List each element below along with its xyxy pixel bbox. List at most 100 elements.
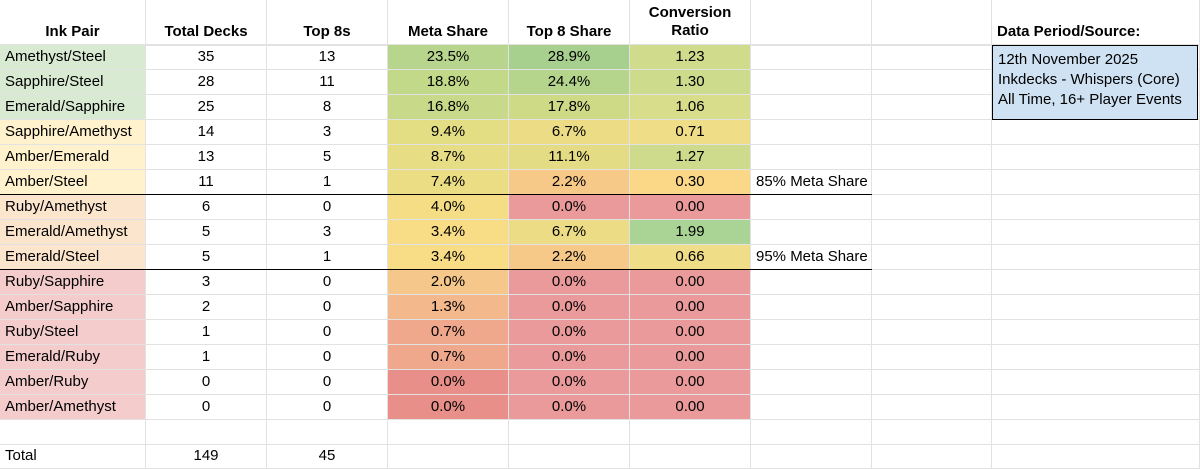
cell-conversion-ratio[interactable]: 1.27 (630, 145, 751, 170)
grid-cell[interactable] (630, 420, 751, 445)
grid-cell[interactable] (872, 445, 992, 469)
cell-top8-share[interactable]: 0.0% (509, 270, 630, 295)
header-meta-share[interactable]: Meta Share (388, 20, 509, 45)
grid-cell[interactable] (872, 420, 992, 445)
grid-cell[interactable] (751, 420, 872, 445)
cell-top8s[interactable]: 1 (267, 245, 388, 270)
grid-cell[interactable] (992, 445, 1200, 469)
cell-conversion-ratio[interactable]: 1.30 (630, 70, 751, 95)
cell-total-decks[interactable]: 1 (146, 320, 267, 345)
cell-meta-share[interactable]: 9.4% (388, 120, 509, 145)
cell-ink-pair[interactable]: Amethyst/Steel (0, 45, 146, 70)
cell-top8s[interactable]: 8 (267, 95, 388, 120)
cell-ink-pair[interactable]: Emerald/Steel (0, 245, 146, 270)
cell-conversion-ratio[interactable]: 1.06 (630, 95, 751, 120)
cell-top8-share[interactable]: 0.0% (509, 320, 630, 345)
cell-ink-pair[interactable]: Emerald/Sapphire (0, 95, 146, 120)
header-total-decks[interactable]: Total Decks (146, 20, 267, 45)
cell-top8s[interactable]: 1 (267, 170, 388, 195)
cell-top8s[interactable]: 0 (267, 345, 388, 370)
cell-total-decks[interactable]: 6 (146, 195, 267, 220)
grid-cell[interactable] (751, 320, 872, 345)
cell-meta-share[interactable]: 2.0% (388, 270, 509, 295)
grid-cell[interactable] (509, 420, 630, 445)
cell-conversion-ratio[interactable]: 0.00 (630, 345, 751, 370)
grid-cell[interactable] (872, 270, 992, 295)
grid-cell[interactable] (872, 370, 992, 395)
cell-top8s[interactable]: 0 (267, 270, 388, 295)
cell-top8-share[interactable]: 0.0% (509, 395, 630, 420)
cell-meta-share[interactable]: 3.4% (388, 245, 509, 270)
cell-conversion-ratio[interactable]: 0.00 (630, 320, 751, 345)
grid-cell[interactable] (388, 445, 509, 469)
cell-top8s[interactable]: 0 (267, 295, 388, 320)
grid-cell[interactable] (872, 45, 992, 70)
cell-top8-share[interactable]: 0.0% (509, 195, 630, 220)
grid-cell[interactable] (992, 245, 1200, 270)
cell-ink-pair[interactable]: Sapphire/Steel (0, 70, 146, 95)
grid-cell[interactable] (992, 370, 1200, 395)
cell-meta-share[interactable]: 0.0% (388, 395, 509, 420)
grid-cell[interactable] (0, 420, 146, 445)
cell-ink-pair[interactable]: Amber/Sapphire (0, 295, 146, 320)
grid-cell[interactable] (630, 445, 751, 469)
grid-cell[interactable] (751, 95, 872, 120)
grid-cell[interactable] (872, 170, 992, 195)
cell-total-decks[interactable]: 5 (146, 220, 267, 245)
cell-conversion-ratio[interactable]: 0.00 (630, 195, 751, 220)
grid-cell[interactable] (751, 145, 872, 170)
cell-top8-share[interactable]: 17.8% (509, 95, 630, 120)
cell-top8s[interactable]: 5 (267, 145, 388, 170)
grid-cell[interactable] (751, 195, 872, 220)
grid-cell[interactable] (872, 70, 992, 95)
cell-meta-share[interactable]: 23.5% (388, 45, 509, 70)
grid-cell[interactable] (872, 395, 992, 420)
grid-cell[interactable] (751, 445, 872, 469)
grid-cell[interactable] (146, 420, 267, 445)
grid-cell[interactable] (751, 395, 872, 420)
grid-cell[interactable] (267, 420, 388, 445)
grid-cell[interactable] (992, 320, 1200, 345)
cell-top8-share[interactable]: 0.0% (509, 370, 630, 395)
cell-total-decks[interactable]: 14 (146, 120, 267, 145)
grid-cell[interactable] (872, 320, 992, 345)
grid-cell[interactable] (872, 95, 992, 120)
grid-cell[interactable] (751, 270, 872, 295)
cell-total-decks[interactable]: 2 (146, 295, 267, 320)
cell-conversion-ratio[interactable]: 0.00 (630, 395, 751, 420)
total-label[interactable]: Total (0, 444, 146, 469)
grid-cell[interactable] (992, 395, 1200, 420)
grid-cell[interactable] (872, 120, 992, 145)
cell-top8-share[interactable]: 28.9% (509, 45, 630, 70)
cell-top8-share[interactable]: 11.1% (509, 145, 630, 170)
cell-top8-share[interactable]: 6.7% (509, 120, 630, 145)
cell-ink-pair[interactable]: Emerald/Ruby (0, 345, 146, 370)
total-top8s[interactable]: 45 (267, 444, 388, 469)
cell-total-decks[interactable]: 0 (146, 395, 267, 420)
grid-cell[interactable] (992, 220, 1200, 245)
cell-meta-share[interactable]: 3.4% (388, 220, 509, 245)
cell-total-decks[interactable]: 0 (146, 370, 267, 395)
cell-ink-pair[interactable]: Ruby/Steel (0, 320, 146, 345)
grid-cell[interactable] (751, 70, 872, 95)
cell-top8-share[interactable]: 2.2% (509, 170, 630, 195)
grid-cell[interactable] (992, 345, 1200, 370)
grid-cell[interactable] (509, 445, 630, 469)
grid-cell[interactable] (872, 0, 992, 45)
cell-ink-pair[interactable]: Ruby/Sapphire (0, 270, 146, 295)
header-top8s[interactable]: Top 8s (267, 20, 388, 45)
cell-total-decks[interactable]: 25 (146, 95, 267, 120)
cell-conversion-ratio[interactable]: 0.66 (630, 245, 751, 270)
cell-meta-share[interactable]: 16.8% (388, 95, 509, 120)
cell-ink-pair[interactable]: Emerald/Amethyst (0, 220, 146, 245)
grid-cell[interactable] (992, 420, 1200, 445)
grid-cell[interactable] (751, 45, 872, 70)
header-top8-share[interactable]: Top 8 Share (509, 20, 630, 45)
cell-meta-share[interactable]: 8.7% (388, 145, 509, 170)
cell-total-decks[interactable]: 35 (146, 45, 267, 70)
cell-conversion-ratio[interactable]: 1.23 (630, 45, 751, 70)
cell-conversion-ratio[interactable]: 0.71 (630, 120, 751, 145)
grid-cell[interactable] (872, 220, 992, 245)
cell-top8s[interactable]: 13 (267, 45, 388, 70)
grid-cell[interactable] (751, 220, 872, 245)
